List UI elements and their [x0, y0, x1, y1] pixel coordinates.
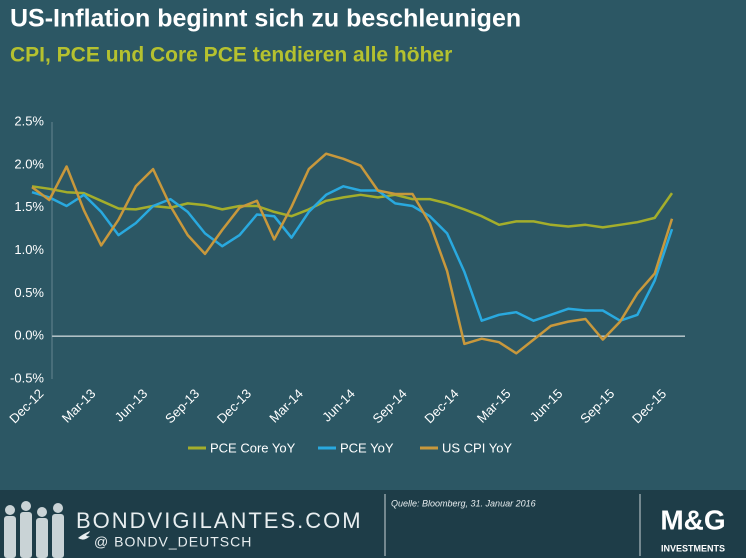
y-tick-label: 1.5% — [14, 199, 44, 214]
series-line — [31, 185, 674, 229]
logo: M&G — [660, 504, 725, 535]
footer-twitter: @ BONDV_DEUTSCH — [94, 534, 252, 550]
y-tick-label: 1.0% — [14, 242, 44, 257]
series-line — [31, 152, 674, 355]
legend-label: PCE YoY — [340, 440, 394, 455]
y-tick-label: 2.0% — [14, 156, 44, 171]
legend-label: US CPI YoY — [442, 440, 512, 455]
y-tick-label: -0.5% — [10, 370, 44, 385]
footer-silhouettes — [4, 501, 64, 558]
legend-label: PCE Core YoY — [210, 440, 296, 455]
logo-sub: INVESTMENTS — [661, 543, 725, 553]
y-tick-label: 0.0% — [14, 328, 44, 343]
chart-title: US-Inflation beginnt sich zu beschleunig… — [10, 5, 521, 33]
y-tick-label: 0.5% — [14, 285, 44, 300]
footer-site: BONDVIGILANTES.COM — [76, 508, 363, 533]
chart-subtitle: CPI, PCE und Core PCE tendieren alle höh… — [10, 44, 452, 67]
footer-source: Quelle: Bloomberg, 31. Januar 2016 — [391, 498, 536, 508]
footer-band — [0, 490, 746, 558]
series-line — [31, 185, 674, 322]
twitter-icon — [78, 531, 90, 540]
y-tick-label: 2.5% — [14, 113, 44, 128]
